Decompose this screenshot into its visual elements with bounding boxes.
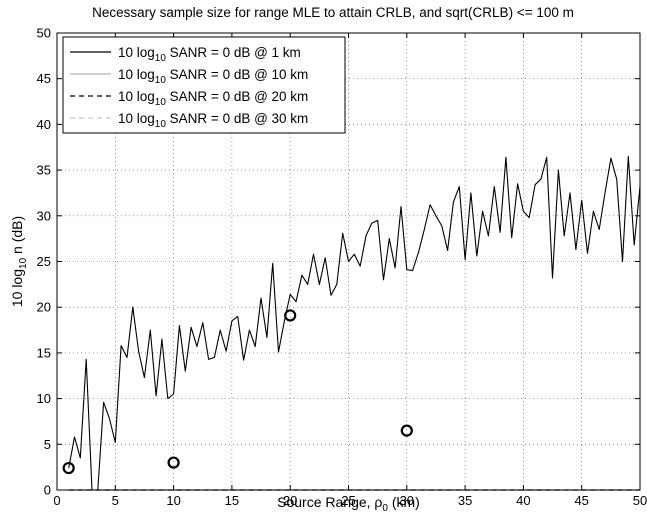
label-subscript: 10 — [155, 97, 167, 108]
crossover-marker — [400, 424, 413, 437]
label-text: 10 log — [118, 45, 155, 60]
crossover-marker — [284, 309, 297, 322]
label-text: Source Range, ρ — [277, 494, 382, 510]
y-tick-label: 5 — [44, 437, 51, 452]
label-text: n (dB) — [9, 216, 25, 258]
y-tick-label: 15 — [37, 345, 51, 360]
crossover-marker — [167, 456, 180, 469]
legend-label: 10 log10 SANR = 0 dB @ 10 km — [118, 67, 308, 86]
legend-box — [62, 36, 346, 134]
x-tick-label: 40 — [516, 493, 530, 508]
x-tick-label: 30 — [400, 493, 414, 508]
x-tick-label: 20 — [283, 493, 297, 508]
x-tick-label: 25 — [341, 493, 355, 508]
label-text: 10 log — [118, 111, 155, 126]
legend-label: 10 log10 SANR = 0 dB @ 30 km — [118, 111, 308, 130]
x-tick-label: 0 — [53, 493, 60, 508]
label-text: (km) — [388, 494, 420, 510]
x-tick-label: 5 — [112, 493, 119, 508]
label-subscript: 10 — [18, 257, 29, 269]
label-text: SANR = 0 dB @ 10 km — [166, 67, 308, 82]
y-tick-label: 45 — [37, 71, 51, 86]
x-tick-label: 45 — [574, 493, 588, 508]
label-subscript: 10 — [155, 53, 167, 64]
legend-label: 10 log10 SANR = 0 dB @ 20 km — [118, 89, 308, 108]
y-tick-label: 40 — [37, 117, 51, 132]
y-tick-label: 0 — [44, 483, 51, 498]
legend-label: 10 log10 SANR = 0 dB @ 1 km — [118, 45, 301, 64]
label-subscript: 0 — [382, 503, 388, 514]
x-tick-label: 10 — [166, 493, 180, 508]
x-tick-label: 35 — [458, 493, 472, 508]
label-text: 10 log — [9, 269, 25, 307]
label-subscript: 10 — [155, 75, 167, 86]
series-line-1 — [68, 155, 641, 491]
label-text: 10 log — [118, 89, 155, 104]
y-tick-label: 10 — [37, 391, 51, 406]
x-axis-label: Source Range, ρ0 (km) — [277, 494, 420, 514]
label-text: SANR = 0 dB @ 1 km — [166, 45, 301, 60]
y-axis-label: 10 log10 n (dB) — [9, 216, 29, 307]
y-tick-label: 50 — [37, 26, 51, 41]
crossover-marker — [62, 461, 75, 475]
y-tick-label: 35 — [37, 163, 51, 178]
chart-title: Necessary sample size for range MLE to a… — [92, 5, 574, 20]
x-tick-label: 15 — [225, 493, 239, 508]
series-layer — [68, 155, 641, 491]
y-tick-label: 30 — [37, 208, 51, 223]
label-text: SANR = 0 dB @ 20 km — [166, 89, 308, 104]
label-text: SANR = 0 dB @ 30 km — [166, 111, 308, 126]
marker-layer — [62, 309, 413, 475]
y-tick-label: 20 — [37, 300, 51, 315]
label-text: 10 log — [118, 67, 155, 82]
x-tick-label: 50 — [633, 493, 647, 508]
y-tick-label: 25 — [37, 254, 51, 269]
label-subscript: 10 — [155, 119, 167, 130]
